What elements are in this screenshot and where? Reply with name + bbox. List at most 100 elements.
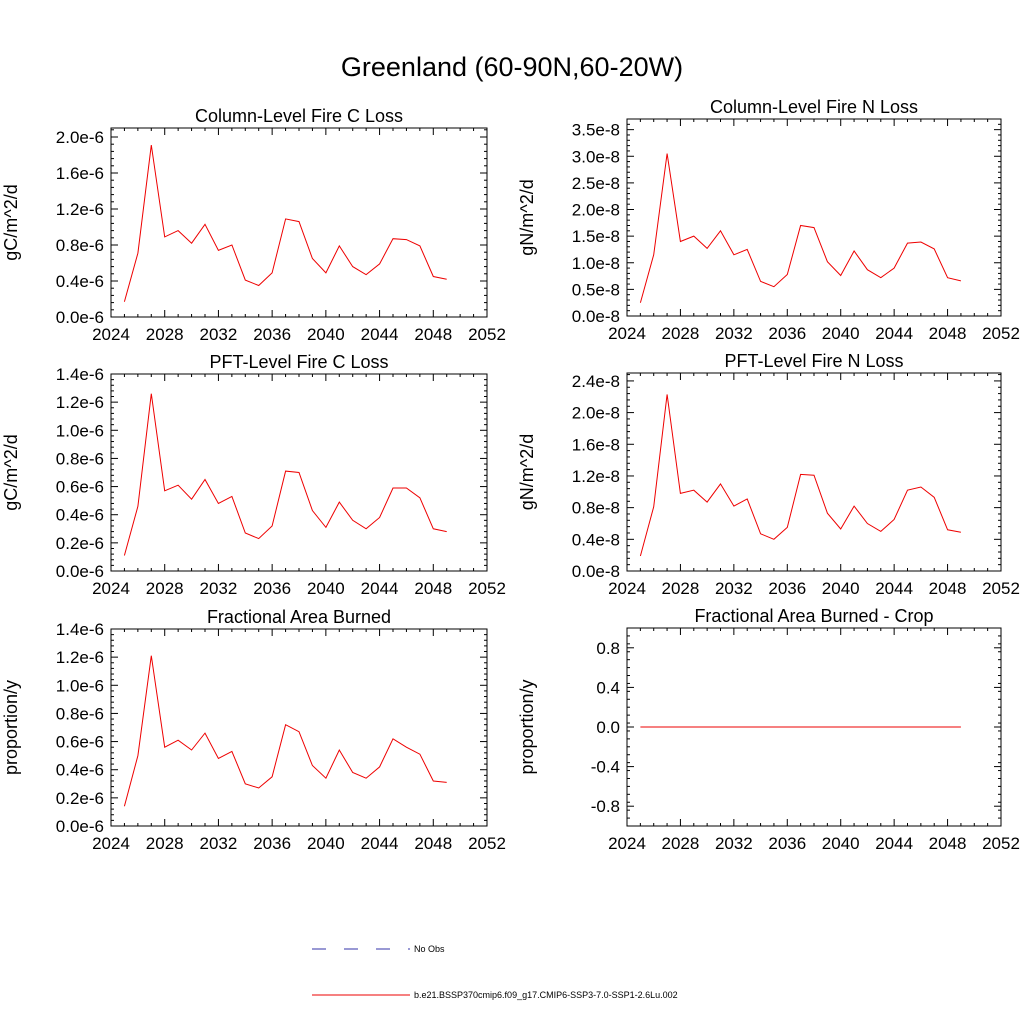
x-tick-label: 2024 xyxy=(608,324,646,343)
x-tick-label: 2048 xyxy=(414,834,452,853)
y-tick-label: 0.4 xyxy=(596,678,620,697)
y-tick-label: 0.4e-8 xyxy=(572,530,620,549)
x-tick-label: 2044 xyxy=(361,325,399,344)
y-tick-label: 0.0e-6 xyxy=(56,308,104,327)
x-tick-label: 2052 xyxy=(468,325,506,344)
x-tick-label: 2052 xyxy=(982,324,1020,343)
x-tick-label: 2048 xyxy=(929,579,967,598)
x-tick-label: 2036 xyxy=(253,579,291,598)
x-tick-label: 2048 xyxy=(414,325,452,344)
y-axis-label: gN/m^2/d xyxy=(517,434,537,510)
chart-title: Column-Level Fire C Loss xyxy=(195,106,403,126)
chart-title: Fractional Area Burned xyxy=(207,607,391,627)
x-tick-label: 2032 xyxy=(715,579,753,598)
y-tick-label: 1.2e-6 xyxy=(56,393,104,412)
y-tick-label: 1.6e-8 xyxy=(572,435,620,454)
plot-frame xyxy=(626,372,1002,572)
y-tick-label: 0.2e-6 xyxy=(56,789,104,808)
series-line xyxy=(639,153,962,303)
y-tick-label: 0.8 xyxy=(596,639,620,658)
plot-frame xyxy=(110,628,488,827)
x-tick-label: 2040 xyxy=(307,325,345,344)
series-line xyxy=(123,655,447,807)
y-tick-label: 1.2e-6 xyxy=(56,648,104,667)
x-tick-label: 2028 xyxy=(662,579,700,598)
chart-panel-2: Column-Level Fire N Loss gN/m^2/d 2024 2028… xyxy=(517,97,1020,343)
x-tick-label: 2032 xyxy=(200,325,238,344)
x-tick-label: 2028 xyxy=(662,324,700,343)
chart-panel-6: Fractional Area Burned - Crop proportion/… xyxy=(517,606,1020,853)
chart-panel-5: Fractional Area Burned proportion/y 2024 20… xyxy=(1,607,506,853)
plot-frame xyxy=(626,118,1002,317)
y-tick-label: 0.0e-6 xyxy=(56,817,104,836)
x-tick-label: 2044 xyxy=(361,579,399,598)
y-tick-label: 0.4e-6 xyxy=(56,761,104,780)
x-tick-label: 2044 xyxy=(875,579,913,598)
x-tick-label: 2024 xyxy=(92,579,130,598)
x-tick-label: 2052 xyxy=(468,579,506,598)
plot-grid: Column-Level Fire C Loss gC/m^2/d 2024 2028… xyxy=(1,97,1020,853)
y-tick-label: 1.0e-6 xyxy=(56,676,104,695)
y-tick-label: 0.0e-8 xyxy=(572,562,620,581)
x-tick-label: 2024 xyxy=(92,834,130,853)
y-tick-label: 1.5e-8 xyxy=(572,227,620,246)
y-tick-label: 2.0e-8 xyxy=(572,201,620,220)
x-tick-label: 2044 xyxy=(875,834,913,853)
y-tick-label: 0.0e-6 xyxy=(56,562,104,581)
y-tick-label: 0.4e-6 xyxy=(56,506,104,525)
x-tick-label: 2036 xyxy=(768,834,806,853)
x-tick-label: 2024 xyxy=(92,325,130,344)
y-tick-label: 0.8e-6 xyxy=(56,236,104,255)
y-tick-label: 3.0e-8 xyxy=(572,147,620,166)
x-tick-label: 2024 xyxy=(608,834,646,853)
x-tick-label: 2032 xyxy=(200,579,238,598)
x-tick-label: 2028 xyxy=(146,834,184,853)
x-tick-label: 2024 xyxy=(608,579,646,598)
x-tick-label: 2040 xyxy=(822,834,860,853)
y-tick-label: 1.2e-6 xyxy=(56,200,104,219)
y-tick-label: -0.4 xyxy=(591,758,620,777)
x-tick-label: 2036 xyxy=(253,834,291,853)
series-line xyxy=(123,393,447,556)
x-tick-label: 2032 xyxy=(715,834,753,853)
chart-title: PFT-Level Fire N Loss xyxy=(724,351,903,371)
y-tick-label: 0.0e-8 xyxy=(572,307,620,326)
x-tick-label: 2040 xyxy=(822,324,860,343)
y-axis-label: gC/m^2/d xyxy=(1,184,21,260)
legend-obs-label: No Obs xyxy=(414,944,445,954)
x-tick-label: 2044 xyxy=(875,324,913,343)
x-tick-label: 2028 xyxy=(662,834,700,853)
y-tick-label: 2.0e-8 xyxy=(572,404,620,423)
y-tick-label: 0.6e-6 xyxy=(56,733,104,752)
y-axis-label: gC/m^2/d xyxy=(1,434,21,510)
y-tick-label: 1.6e-6 xyxy=(56,164,104,183)
chart-title: PFT-Level Fire C Loss xyxy=(209,352,388,372)
y-tick-label: 1.0e-8 xyxy=(572,254,620,273)
chart-panel-3: PFT-Level Fire C Loss gC/m^2/d 2024 2028 203… xyxy=(1,352,506,598)
y-axis-label: proportion/y xyxy=(517,679,537,774)
y-tick-label: 1.2e-8 xyxy=(572,467,620,486)
x-tick-label: 2032 xyxy=(715,324,753,343)
y-tick-label: 2.5e-8 xyxy=(572,174,620,193)
y-tick-label: 2.0e-6 xyxy=(56,128,104,147)
x-tick-label: 2048 xyxy=(929,324,967,343)
x-tick-label: 2040 xyxy=(307,579,345,598)
y-tick-label: 3.5e-8 xyxy=(572,121,620,140)
y-tick-label: 0.6e-6 xyxy=(56,478,104,497)
legend-model-label: b.e21.BSSP370cmip6.f09_g17.CMIP6-SSP3-7.… xyxy=(414,990,678,1000)
x-tick-label: 2048 xyxy=(929,834,967,853)
page-title: Greenland (60-90N,60-20W) xyxy=(340,52,684,82)
x-tick-label: 2028 xyxy=(146,325,184,344)
x-tick-label: 2052 xyxy=(468,834,506,853)
chart-panel-1: Column-Level Fire C Loss gC/m^2/d 2024 2028… xyxy=(1,106,506,344)
chart-panel-4: PFT-Level Fire N Loss gN/m^2/d 2024 2028 203… xyxy=(517,351,1020,598)
y-tick-label: 0.2e-6 xyxy=(56,534,104,553)
y-tick-label: 1.4e-6 xyxy=(56,365,104,384)
x-tick-label: 2040 xyxy=(822,579,860,598)
y-axis-label: proportion/y xyxy=(1,680,21,775)
y-tick-label: 1.0e-6 xyxy=(56,421,104,440)
x-tick-label: 2052 xyxy=(982,834,1020,853)
y-tick-label: 0.0 xyxy=(596,718,620,737)
series-line xyxy=(639,394,961,557)
